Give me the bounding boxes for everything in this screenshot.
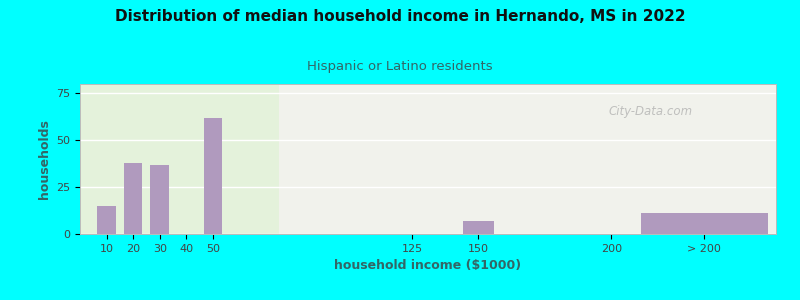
Y-axis label: households: households (38, 119, 50, 199)
Bar (279, 84, 776, 234)
Text: Hispanic or Latino residents: Hispanic or Latino residents (307, 60, 493, 73)
Bar (98, 206, 116, 234)
Bar (124, 163, 142, 234)
Bar (641, 213, 768, 234)
Text: City-Data.com: City-Data.com (609, 104, 693, 118)
Bar (203, 118, 222, 234)
Bar (462, 221, 494, 234)
Bar (150, 165, 169, 234)
Bar (80, 84, 279, 234)
X-axis label: household income ($1000): household income ($1000) (334, 259, 522, 272)
Text: Distribution of median household income in Hernando, MS in 2022: Distribution of median household income … (114, 9, 686, 24)
